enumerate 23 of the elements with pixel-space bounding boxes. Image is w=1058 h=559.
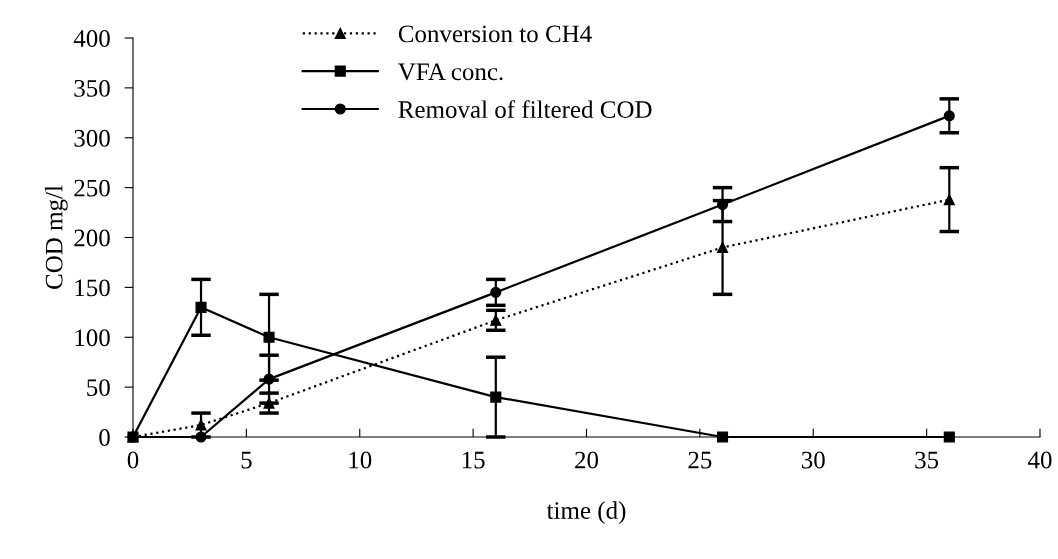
x-tick-label: 10 — [349, 451, 372, 469]
x-tick-label: 0 — [127, 451, 139, 469]
legend-label: VFA conc. — [398, 63, 503, 81]
x-tick-label: 30 — [801, 451, 825, 469]
y-tick-label: 300 — [74, 129, 110, 147]
x-tick-label: 15 — [462, 451, 485, 469]
x-axis-title: time (d) — [546, 501, 626, 525]
y-tick-label: 50 — [87, 379, 110, 397]
y-tick-label: 0 — [99, 429, 110, 446]
x-tick-label: 20 — [575, 451, 599, 469]
legend-label: Removal of filtered COD — [398, 100, 652, 118]
legend-label: Conversion to CH4 — [398, 25, 592, 43]
y-tick-label: 200 — [74, 229, 110, 247]
y-axis-title: COD mg/l — [44, 185, 68, 289]
y-tick-label: 150 — [75, 279, 110, 297]
y-tick-label: 250 — [74, 179, 110, 197]
x-tick-label: 25 — [688, 451, 712, 469]
y-tick-label: 100 — [75, 329, 110, 347]
x-tick-label: 35 — [915, 451, 939, 469]
y-tick-label: 350 — [74, 79, 110, 97]
y-tick-label: 400 — [73, 30, 110, 47]
x-tick-label: 40 — [1027, 451, 1052, 469]
x-tick-label: 5 — [241, 451, 252, 469]
